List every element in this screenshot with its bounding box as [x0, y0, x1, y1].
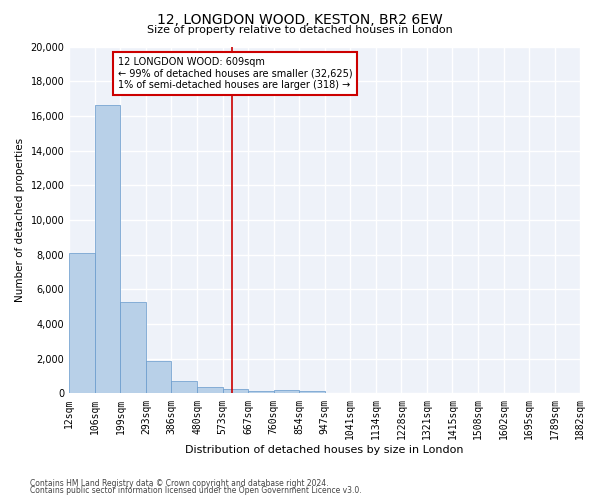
Bar — [172, 382, 197, 394]
Bar — [274, 390, 299, 394]
Bar — [197, 387, 223, 394]
Bar — [69, 253, 95, 394]
X-axis label: Distribution of detached houses by size in London: Distribution of detached houses by size … — [185, 445, 464, 455]
Bar — [121, 302, 146, 394]
Text: Contains public sector information licensed under the Open Government Licence v3: Contains public sector information licen… — [30, 486, 362, 495]
Text: Contains HM Land Registry data © Crown copyright and database right 2024.: Contains HM Land Registry data © Crown c… — [30, 478, 329, 488]
Bar — [146, 362, 172, 394]
Text: 12 LONGDON WOOD: 609sqm
← 99% of detached houses are smaller (32,625)
1% of semi: 12 LONGDON WOOD: 609sqm ← 99% of detache… — [118, 57, 352, 90]
Text: Size of property relative to detached houses in London: Size of property relative to detached ho… — [147, 25, 453, 35]
Bar — [95, 106, 121, 394]
Text: 12, LONGDON WOOD, KESTON, BR2 6EW: 12, LONGDON WOOD, KESTON, BR2 6EW — [157, 12, 443, 26]
Bar — [248, 390, 274, 394]
Y-axis label: Number of detached properties: Number of detached properties — [15, 138, 25, 302]
Bar — [223, 389, 248, 394]
Bar — [299, 391, 325, 394]
